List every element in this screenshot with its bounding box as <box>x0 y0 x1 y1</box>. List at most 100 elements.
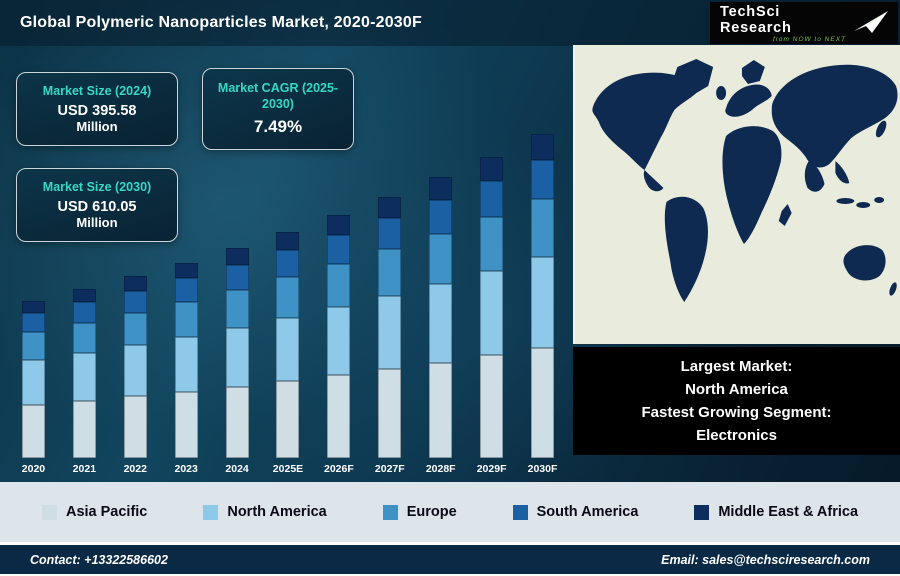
brand-tagline: from NOW to NEXT <box>772 35 846 43</box>
x-axis-label: 2023 <box>174 463 198 475</box>
legend-label: Asia Pacific <box>65 504 148 520</box>
info-card-market-size-2024: Market Size (2024) USD 395.58 Million <box>16 72 178 146</box>
bar-2029F <box>466 118 517 458</box>
legend-label: North America <box>227 504 327 520</box>
legend-swatch-icon <box>512 504 528 520</box>
x-axis-label: 2027F <box>374 463 405 475</box>
bar-2020 <box>8 118 59 458</box>
bar-2030F <box>517 118 568 458</box>
bar-2021 <box>59 118 110 458</box>
bar-segment <box>123 290 147 313</box>
card-value: USD 395.58 <box>57 103 137 120</box>
bar-segment <box>327 234 351 264</box>
card-value: USD 610.05 <box>57 199 137 216</box>
x-axis-label: 2021 <box>72 463 97 475</box>
bar-segment <box>225 264 249 290</box>
x-axis-label: 2025E <box>272 463 304 475</box>
map-caption-line: Electronics <box>696 427 777 445</box>
bar-segment <box>531 257 555 348</box>
bar-segment <box>429 362 453 458</box>
bar-area <box>8 118 568 458</box>
bar-segment <box>276 277 300 318</box>
stacked-bar-chart: 2020 2021 2022 2023 2024 2025E 2026F 2027F 2028F… <box>8 118 568 475</box>
legend-item: Middle East & Africa <box>694 504 858 520</box>
footer-email: Email: sales@techsciresearch.com <box>661 552 870 567</box>
legend-swatch-icon <box>382 504 398 520</box>
info-card-market-size-2030: Market Size (2030) USD 610.05 Million <box>16 168 178 242</box>
bar-segment <box>429 284 453 363</box>
legend-label: South America <box>536 504 639 520</box>
bar-segment <box>480 180 504 217</box>
bar-segment <box>72 400 96 458</box>
bar-2023 <box>161 118 212 458</box>
bar-segment <box>480 355 504 458</box>
legend-item: North America <box>203 504 327 520</box>
bar-segment <box>21 332 45 361</box>
world-map <box>573 45 900 344</box>
bar-segment <box>72 353 96 401</box>
bar-segment <box>378 218 402 250</box>
bar-2026F <box>313 118 364 458</box>
bar-segment <box>327 307 351 376</box>
chart-legend: Asia Pacific North America Europe South Ame… <box>0 482 900 542</box>
x-axis-label: 2022 <box>123 463 147 475</box>
bar-segment <box>21 360 45 405</box>
bar-segment <box>225 247 249 265</box>
legend-swatch-icon <box>694 504 710 520</box>
bar-segment <box>123 312 147 346</box>
card-label: Market CAGR (2025-2030) <box>217 81 339 111</box>
card-unit: Million <box>76 119 118 135</box>
card-label: Market Size (2024) <box>42 83 152 98</box>
bar-segment <box>429 199 453 234</box>
bar-segment <box>480 216 504 272</box>
bar-segment <box>276 250 300 278</box>
legend-swatch-icon <box>203 504 219 520</box>
bar-segment <box>276 381 300 458</box>
bar-segment <box>123 276 147 291</box>
bar-segment <box>225 386 249 458</box>
bar-segment <box>174 336 198 392</box>
bar-segment <box>276 317 300 382</box>
legend-label: Europe <box>406 504 457 520</box>
legend-item: Asia Pacific <box>41 504 148 520</box>
bar-segment <box>327 375 351 458</box>
bar-segment <box>429 177 453 200</box>
bar-segment <box>174 262 198 279</box>
bar-segment <box>327 215 351 235</box>
x-axis-label: 2030F <box>527 463 558 475</box>
bar-segment <box>225 289 249 328</box>
bar-segment <box>378 197 402 218</box>
bar-segment <box>480 156 504 181</box>
legend-swatch-icon <box>41 504 57 520</box>
bar-segment <box>276 232 300 251</box>
card-value: 7.49% <box>253 116 303 136</box>
bar-segment <box>174 278 198 302</box>
bar-segment <box>72 289 96 303</box>
x-axis-label: 2024 <box>225 463 249 475</box>
bar-2027F <box>364 118 415 458</box>
bar-segment <box>480 271 504 356</box>
bar-segment <box>378 249 402 297</box>
brand-logo-text: TechSci Research from NOW to NEXT <box>720 4 846 43</box>
legend-item: South America <box>512 504 639 520</box>
bar-segment <box>531 347 555 458</box>
x-axis-labels: 2020 2021 2022 2023 2024 2025E 2026F 2027F 2028F… <box>8 463 568 475</box>
bar-segment <box>123 396 147 458</box>
bar-segment <box>21 404 45 458</box>
bar-2024 <box>212 118 263 458</box>
map-caption-line: Fastest Growing Segment: <box>641 404 832 421</box>
x-axis-label: 2026F <box>324 463 354 475</box>
info-card-market-cagr: Market CAGR (2025-2030) 7.49% <box>202 68 354 150</box>
bar-segment <box>327 263 351 308</box>
bar-segment <box>174 391 198 458</box>
card-unit: Million <box>76 215 118 231</box>
bar-2022 <box>110 118 161 458</box>
legend-item: Europe <box>382 504 457 520</box>
map-caption-line: North America <box>685 380 788 398</box>
world-map-svg <box>592 59 898 302</box>
brand-name: TechSci Research <box>720 3 792 36</box>
paper-plane-icon <box>854 11 888 33</box>
bar-segment <box>531 133 555 160</box>
page-title: Global Polymeric Nanoparticles Market, 2… <box>20 14 422 31</box>
